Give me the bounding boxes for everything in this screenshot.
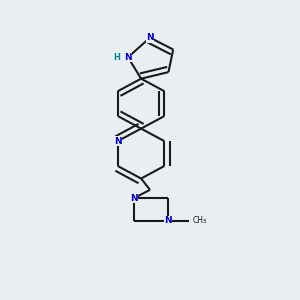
- Text: N: N: [130, 194, 138, 203]
- Text: CH₃: CH₃: [192, 216, 206, 225]
- Text: N: N: [146, 33, 154, 42]
- Text: N: N: [164, 216, 172, 225]
- Text: N: N: [114, 136, 122, 146]
- Text: N: N: [124, 53, 132, 62]
- Text: H: H: [113, 53, 120, 62]
